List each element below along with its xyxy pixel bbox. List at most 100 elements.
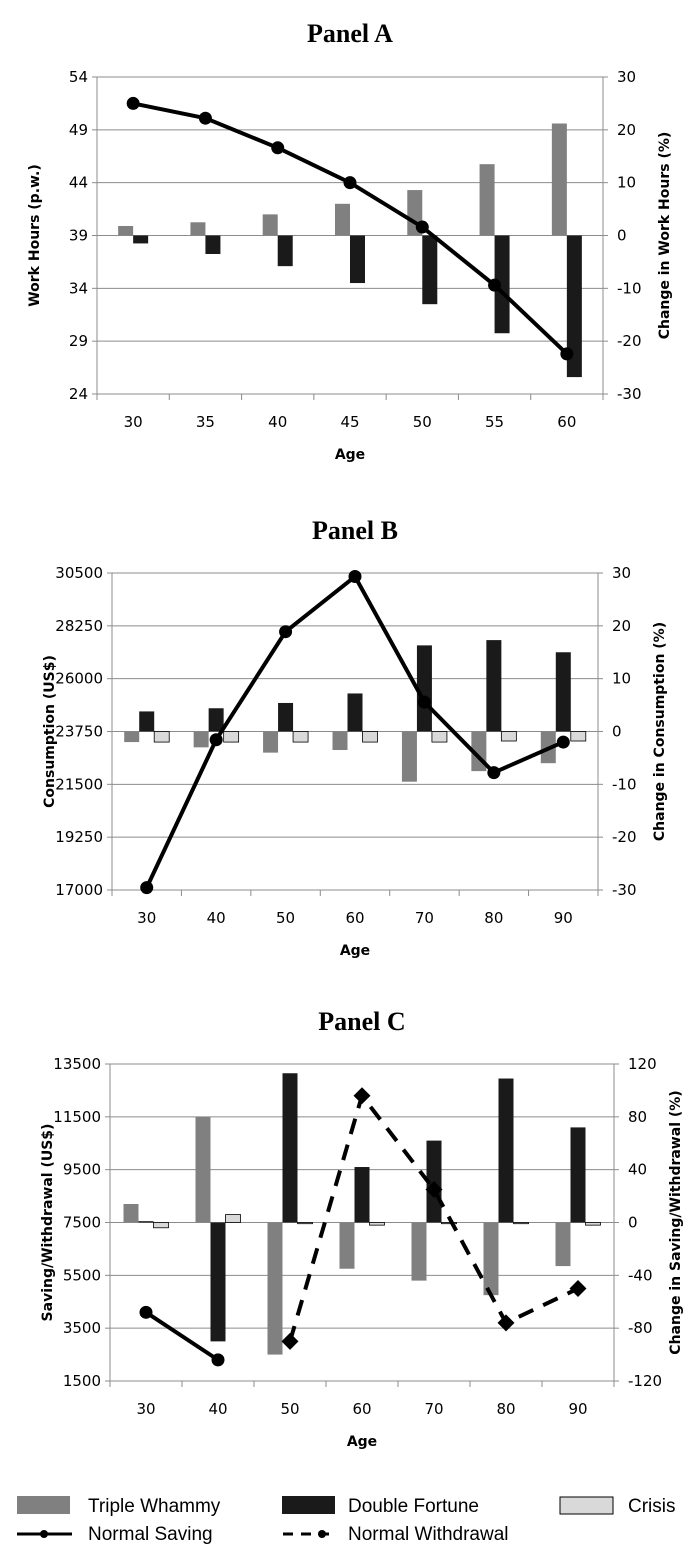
panel-c-marker-normal-withdrawal — [569, 1280, 587, 1298]
panel-a-x-tick-label: 30 — [124, 413, 143, 431]
panel-a-bar-double-fortune — [566, 235, 582, 378]
panel-b-bar-crisis — [570, 731, 587, 742]
panel-c-line-normal-saving — [144, 1310, 220, 1362]
panel-c-x-tick-label: 80 — [496, 1400, 515, 1418]
legend-label-double-fortune: Double Fortune — [348, 1496, 479, 1517]
panel-b-bar-double-fortune — [486, 640, 502, 732]
panel-a-x-tick-label: 55 — [485, 413, 504, 431]
panel-c-y2-tick-label: -40 — [628, 1266, 653, 1284]
panel-a-bar-double-fortune — [277, 235, 293, 267]
panel-c-bar-triple-whammy — [123, 1204, 139, 1223]
panel-a-y2-tick-label: 20 — [617, 121, 636, 139]
panel-c-bar-triple-whammy — [411, 1222, 427, 1281]
panel-c-bar-crisis — [297, 1222, 313, 1225]
panel-b-bar-triple-whammy — [401, 731, 417, 782]
panel-b-bar-double-fortune — [555, 652, 571, 732]
panel-c-bar-double-fortune — [282, 1073, 298, 1223]
panel-b-y2-tick-label: -10 — [612, 775, 637, 793]
panel-b-bar-crisis — [223, 731, 240, 743]
panel-b-bar-crisis — [431, 731, 448, 743]
panel-a-marker-normal-saving — [415, 220, 429, 234]
panel-b-x-tick-label: 60 — [345, 909, 364, 927]
panel-b-y2-tick-label: 10 — [612, 670, 631, 688]
panel-b-y-tick-label: 26000 — [55, 670, 103, 688]
legend-label-triple-whammy: Triple Whammy — [88, 1496, 221, 1517]
panel-c-x-tick-label: 30 — [136, 1400, 155, 1418]
panel-b-bar-double-fortune — [347, 693, 363, 732]
panel-b-bar-triple-whammy — [124, 731, 140, 743]
legend-marker-normal-saving — [40, 1530, 48, 1538]
panel-a-bar-double-fortune — [350, 235, 365, 284]
panel-a-y-tick-label: 44 — [69, 174, 88, 192]
panel-c-y-tick-label: 11500 — [53, 1108, 101, 1126]
panel-b-marker-normal-saving — [140, 881, 154, 895]
panel-c-bar-double-fortune — [354, 1167, 370, 1223]
panel-c-y2-tick-label: -120 — [628, 1372, 662, 1390]
panel-c-marker-normal-saving — [139, 1305, 153, 1319]
legend-marker-normal-withdrawal — [318, 1530, 326, 1538]
panel-b-line-normal-saving — [144, 574, 565, 889]
panel-b-y2-tick-label: 0 — [612, 723, 622, 741]
panel-b-x-tick-label: 80 — [484, 909, 503, 927]
panel-a-bar-triple-whammy — [551, 123, 567, 236]
panel-b-bar-triple-whammy — [332, 731, 348, 750]
panel-c-y-tick-label: 9500 — [63, 1161, 101, 1179]
panel-a-x-tick-label: 35 — [196, 413, 215, 431]
panel-c-bar-crisis — [225, 1214, 241, 1223]
panel-c-x-tick-label: 60 — [352, 1400, 371, 1418]
panel-b-bar-double-fortune — [416, 645, 432, 732]
panel-a-y2-axis-label: Change in Work Hours (%) — [657, 132, 673, 340]
panel-c-x-tick-label: 50 — [280, 1400, 299, 1418]
panel-a-y-tick-label: 49 — [69, 121, 88, 139]
panel-c-bar-double-fortune — [570, 1127, 586, 1223]
panel-a-y2-tick-label: 30 — [617, 68, 636, 86]
panel-c-y2-tick-label: 120 — [628, 1055, 657, 1073]
panel-a-y-axis-label: Work Hours (p.w.) — [27, 164, 43, 307]
panel-c-x-axis-label: Age — [347, 1434, 377, 1450]
panel-a-bar-triple-whammy — [190, 222, 206, 236]
panel-b-bar-crisis — [292, 731, 309, 743]
panel-a-x-tick-label: 45 — [340, 413, 359, 431]
panel-a-x-tick-label: 40 — [268, 413, 287, 431]
panel-c-x-tick-label: 40 — [208, 1400, 227, 1418]
panel-b-y2-tick-label: -20 — [612, 828, 637, 846]
panel-b-y2-tick-label: 20 — [612, 617, 631, 635]
panel-a: Panel A 24 29 34 39 44 49 54 -30 -20 -10 0 10 20 30 30 3… — [27, 19, 673, 463]
panel-c-marker-normal-withdrawal — [353, 1087, 371, 1105]
panel-b-y-tick-label: 19250 — [55, 828, 103, 846]
panel-c-x-tick-label: 90 — [568, 1400, 587, 1418]
panel-c-line-normal-withdrawal — [288, 1093, 579, 1342]
panel-c-title: Panel C — [318, 1007, 405, 1036]
panel-c-bar-double-fortune — [138, 1221, 154, 1223]
panel-b-marker-normal-saving — [556, 735, 570, 749]
panel-b-x-tick-label: 30 — [137, 909, 156, 927]
panel-a-bar-triple-whammy — [262, 214, 278, 236]
panel-c-y-tick-label: 1500 — [63, 1372, 101, 1390]
panel-c-bar-double-fortune — [210, 1222, 226, 1342]
panel-a-marker-normal-saving — [126, 96, 140, 110]
panel-a-y-tick-label: 29 — [69, 332, 88, 350]
panel-a-y2-tick-label: -30 — [617, 385, 642, 403]
panel-b-y-tick-label: 17000 — [55, 881, 103, 899]
panel-b-y-axis-label: Consumption (US$) — [42, 655, 58, 808]
panel-b-bar-double-fortune — [139, 711, 155, 732]
panel-a-bar-double-fortune — [205, 235, 221, 254]
panel-c-y2-tick-label: 0 — [628, 1214, 638, 1232]
panel-a-marker-normal-saving — [198, 111, 212, 125]
panel-b-x-tick-label: 50 — [276, 909, 295, 927]
panel-c-bar-triple-whammy — [339, 1222, 355, 1269]
panel-b-y-tick-label: 28250 — [55, 617, 103, 635]
panel-b-marker-normal-saving — [487, 766, 501, 780]
panel-b-y-tick-label: 21500 — [55, 775, 103, 793]
panel-a-y-tick-label: 54 — [69, 68, 88, 86]
panel-b-y-tick-label: 23750 — [55, 723, 103, 741]
panel-c-y-tick-label: 3500 — [63, 1319, 101, 1337]
panel-c-bar-triple-whammy — [555, 1222, 571, 1267]
panel-a-marker-normal-saving — [271, 141, 285, 155]
panel-a-marker-normal-saving — [343, 176, 357, 190]
panel-c-y-tick-label: 13500 — [53, 1055, 101, 1073]
panel-c-y-axis-label: Saving/Withdrawal (US$) — [40, 1124, 56, 1322]
panel-b-y-tick-label: 30500 — [55, 564, 103, 582]
panel-a-y-tick-label: 34 — [69, 279, 88, 297]
panel-a-y2-tick-label: 10 — [617, 174, 636, 192]
